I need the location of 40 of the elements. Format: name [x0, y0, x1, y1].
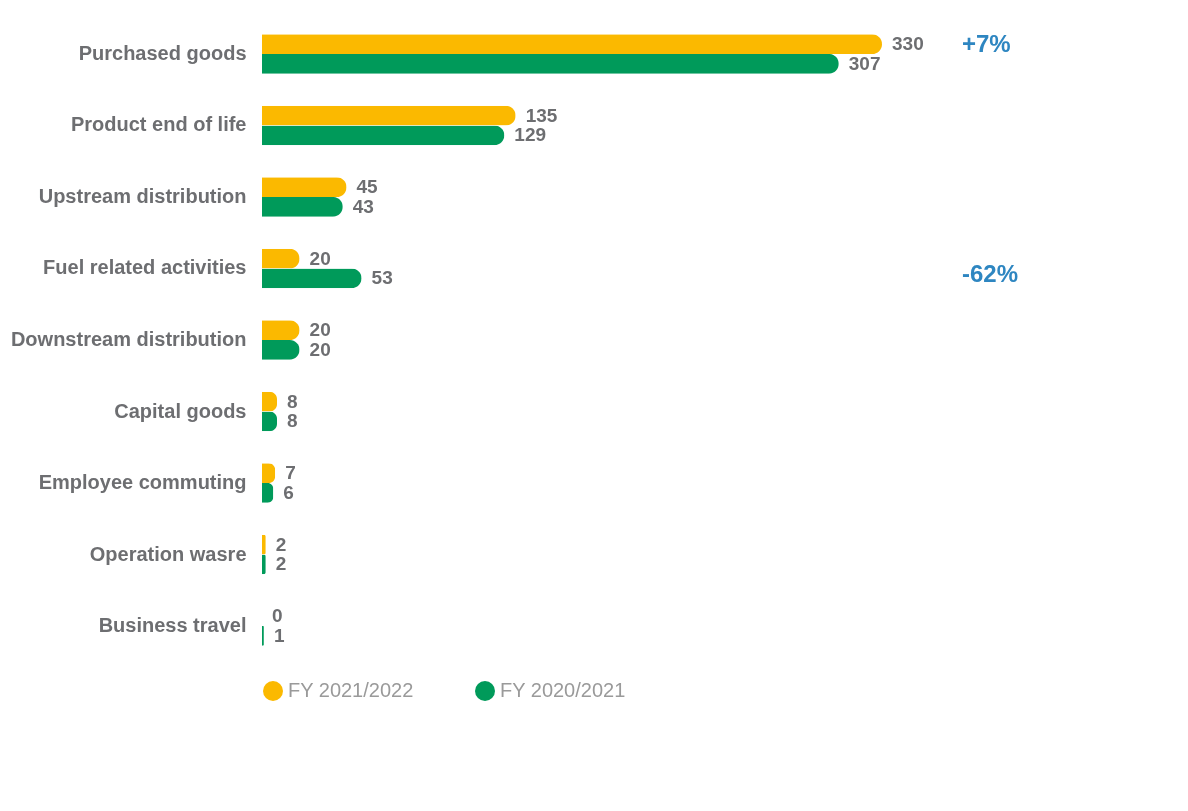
data-label: 20 — [309, 319, 331, 341]
data-label: 0 — [272, 605, 283, 627]
data-label: 6 — [283, 481, 294, 503]
y-tick-label: Purchased goods — [78, 41, 247, 64]
data-label: 53 — [371, 267, 393, 289]
data-label: 1 — [273, 624, 285, 646]
bar — [262, 320, 300, 340]
data-label: 2 — [275, 533, 287, 555]
legend-label: FY 2021/2022 — [288, 679, 414, 701]
y-tick-label: Employee commuting — [38, 471, 247, 494]
bar — [262, 268, 362, 289]
y-tick-label: Business travel — [98, 614, 247, 637]
bar — [262, 105, 516, 126]
data-label: 8 — [287, 410, 298, 432]
data-label: 43 — [352, 195, 374, 217]
text: +7% — [962, 30, 1011, 57]
y-tick-label: Downstream distribution — [10, 328, 247, 350]
y-tick-label: Upstream distribution — [38, 184, 247, 207]
data-label: 45 — [356, 176, 379, 198]
data-label: 135 — [525, 104, 558, 126]
bar — [262, 196, 343, 217]
data-label: 330 — [892, 33, 924, 55]
bar — [262, 53, 839, 74]
data-label: 20 — [309, 338, 331, 360]
bar — [262, 34, 882, 54]
data-label: 129 — [514, 124, 547, 146]
y-tick-label: Product end of life — [70, 113, 247, 136]
bar — [262, 177, 347, 197]
bar — [262, 248, 300, 269]
data-label: 20 — [309, 247, 331, 269]
bar — [262, 125, 505, 146]
data-label: 2 — [275, 553, 287, 575]
data-label: 307 — [848, 52, 881, 74]
y-tick-label: Fuel related activities — [43, 256, 247, 279]
legend-label: FY 2020/2021 — [500, 679, 626, 701]
y-tick-label: Capital goods — [114, 399, 247, 422]
data-label: 8 — [287, 390, 298, 412]
data-label: 7 — [285, 462, 296, 484]
text: -62% — [962, 260, 1019, 287]
y-tick-label: Operation wasre — [89, 542, 247, 565]
